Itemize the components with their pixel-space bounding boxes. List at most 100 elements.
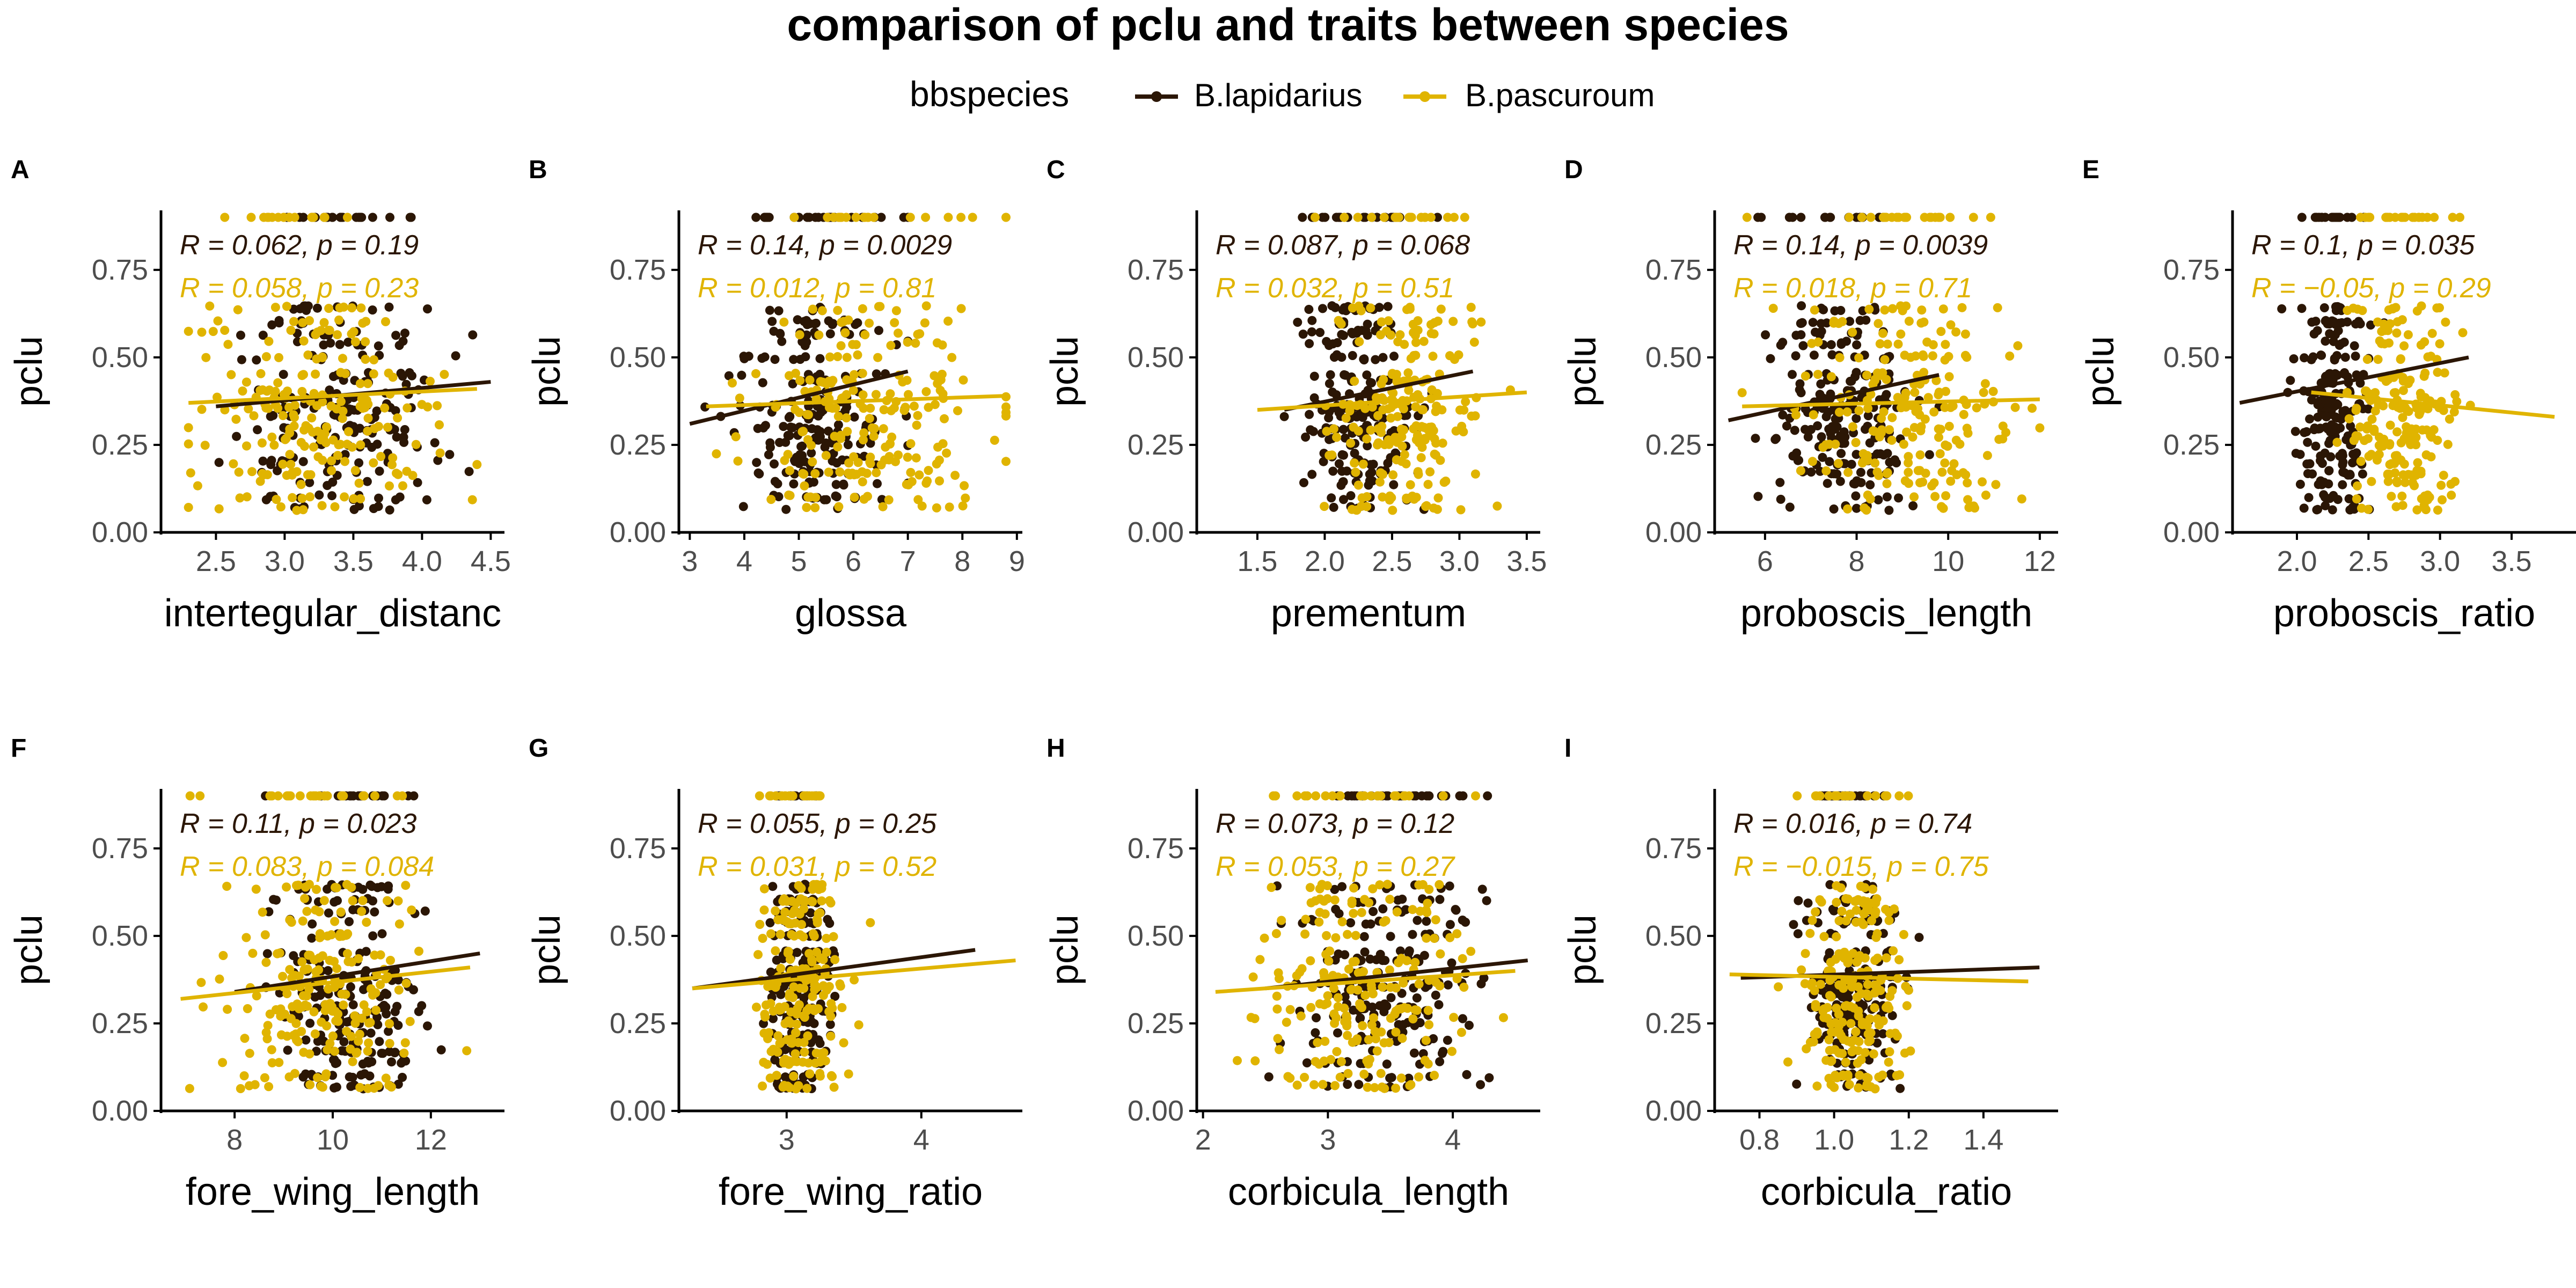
point-pascuroum xyxy=(1893,339,1903,349)
point-pascuroum xyxy=(220,213,230,222)
point-lapidarius xyxy=(767,317,777,326)
point-pascuroum xyxy=(1450,213,1459,222)
point-pascuroum xyxy=(1436,456,1445,465)
point-lapidarius xyxy=(1451,905,1461,915)
point-pascuroum xyxy=(366,984,376,994)
point-pascuroum xyxy=(223,340,233,349)
point-pascuroum xyxy=(286,791,295,801)
point-pascuroum xyxy=(833,352,843,361)
point-pascuroum xyxy=(1377,317,1386,327)
point-pascuroum xyxy=(2433,506,2442,515)
x-axis-title: proboscis_length xyxy=(1740,592,2032,635)
point-pascuroum xyxy=(1882,479,1892,488)
point-pascuroum xyxy=(1329,984,1338,993)
point-lapidarius xyxy=(374,341,383,351)
point-pascuroum xyxy=(330,1046,339,1056)
point-lapidarius xyxy=(348,1073,357,1082)
point-lapidarius xyxy=(1389,352,1399,361)
point-pascuroum xyxy=(1872,368,1882,378)
point-pascuroum xyxy=(835,467,845,477)
point-lapidarius xyxy=(1380,999,1389,1009)
point-lapidarius xyxy=(252,355,261,365)
point-lapidarius xyxy=(1874,495,1883,504)
point-pascuroum xyxy=(2010,402,2020,412)
point-lapidarius xyxy=(1419,950,1429,960)
point-pascuroum xyxy=(1920,213,1929,222)
points xyxy=(1279,213,1515,515)
point-pascuroum xyxy=(795,330,804,340)
point-lapidarius xyxy=(1404,948,1414,958)
point-pascuroum xyxy=(795,930,805,940)
point-pascuroum xyxy=(2412,306,2422,316)
point-lapidarius xyxy=(1264,1072,1274,1082)
point-pascuroum xyxy=(945,502,954,512)
point-pascuroum xyxy=(311,905,320,915)
point-pascuroum xyxy=(1414,1072,1424,1082)
point-lapidarius xyxy=(400,425,409,434)
point-lapidarius xyxy=(335,213,345,222)
point-lapidarius xyxy=(1329,502,1338,512)
point-lapidarius xyxy=(1358,413,1367,422)
point-pascuroum xyxy=(394,985,404,995)
point-lapidarius xyxy=(261,495,271,504)
point-pascuroum xyxy=(1376,1069,1386,1078)
point-pascuroum xyxy=(784,919,794,928)
point-pascuroum xyxy=(214,504,224,514)
point-pascuroum xyxy=(326,401,336,411)
point-pascuroum xyxy=(1831,954,1840,964)
point-lapidarius xyxy=(2307,395,2316,405)
point-pascuroum xyxy=(1467,317,1477,327)
point-pascuroum xyxy=(220,326,230,335)
point-pascuroum xyxy=(340,457,350,466)
point-lapidarius xyxy=(2286,376,2295,385)
point-pascuroum xyxy=(440,370,449,379)
point-pascuroum xyxy=(1409,424,1418,434)
point-pascuroum xyxy=(961,493,970,503)
point-lapidarius xyxy=(1371,355,1380,364)
point-pascuroum xyxy=(1843,1036,1853,1046)
point-lapidarius xyxy=(1293,318,1302,327)
point-pascuroum xyxy=(1376,468,1386,478)
panel-h: H0.000.250.500.752 3 4corbicula_lengthpclu… xyxy=(1043,734,1540,1213)
x-tick-label: 4 xyxy=(1445,1124,1461,1156)
point-pascuroum xyxy=(364,1038,374,1048)
point-pascuroum xyxy=(393,470,403,479)
point-pascuroum xyxy=(766,791,775,801)
point-pascuroum xyxy=(1859,457,1869,466)
point-pascuroum xyxy=(2005,352,2015,361)
point-pascuroum xyxy=(2035,423,2045,433)
point-lapidarius xyxy=(1318,304,1327,313)
point-pascuroum xyxy=(1420,213,1430,222)
point-pascuroum xyxy=(1960,330,1970,339)
point-pascuroum xyxy=(1858,920,1868,930)
point-pascuroum xyxy=(1300,791,1310,801)
point-lapidarius xyxy=(752,458,762,467)
point-lapidarius xyxy=(390,1007,400,1016)
point-pascuroum xyxy=(1870,956,1880,965)
x-tick-label: 3.0 xyxy=(1439,545,1480,577)
y-tick-label: 0.75 xyxy=(92,832,148,865)
point-pascuroum xyxy=(1874,319,1883,328)
point-pascuroum xyxy=(1849,1003,1858,1013)
point-pascuroum xyxy=(2352,494,2361,504)
point-lapidarius xyxy=(274,318,284,328)
x-tick-label: 1.4 xyxy=(1963,1124,2003,1156)
point-pascuroum xyxy=(331,883,340,892)
y-tick-label: 0.00 xyxy=(92,516,148,548)
point-pascuroum xyxy=(337,989,347,999)
point-pascuroum xyxy=(355,1082,365,1092)
point-pascuroum xyxy=(783,450,793,459)
point-pascuroum xyxy=(1248,972,1258,982)
point-pascuroum xyxy=(358,896,368,905)
point-lapidarius xyxy=(2333,326,2343,335)
point-lapidarius xyxy=(316,991,325,1000)
point-lapidarius xyxy=(1776,494,1785,504)
point-lapidarius xyxy=(1882,492,1892,502)
point-pascuroum xyxy=(1944,372,1954,382)
point-pascuroum xyxy=(1856,1055,1866,1065)
point-pascuroum xyxy=(1406,480,1415,489)
point-lapidarius xyxy=(2338,480,2347,489)
point-lapidarius xyxy=(2295,479,2305,489)
point-pascuroum xyxy=(317,1018,326,1027)
point-pascuroum xyxy=(2351,406,2361,415)
